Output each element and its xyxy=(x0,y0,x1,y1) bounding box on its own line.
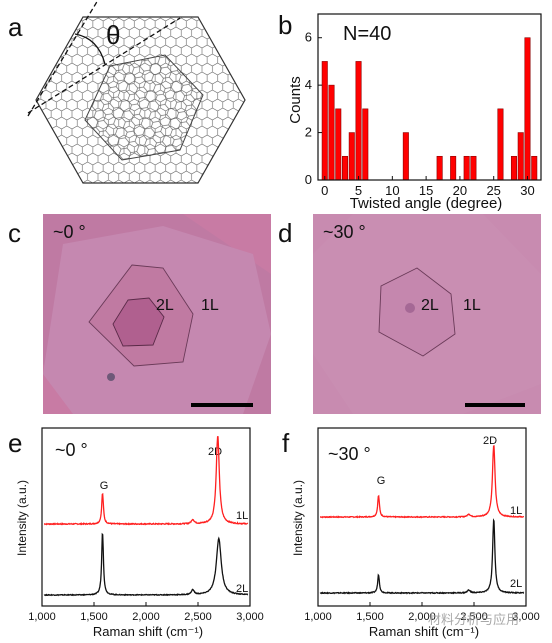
histogram-bar xyxy=(497,108,504,181)
chart-b-xlabel: Twisted angle (degree) xyxy=(350,195,503,212)
chart-f-trace-2L: 2L xyxy=(510,578,522,590)
panel-label-a: a xyxy=(8,12,23,42)
chart-e-trace-2L: 2L xyxy=(236,583,248,595)
theta-symbol: θ xyxy=(106,20,120,50)
micrograph-d-label-1L: 1L xyxy=(463,297,481,314)
panel-label-d: d xyxy=(278,218,293,248)
chart-f-angle: ~30 ° xyxy=(328,444,371,464)
x-tick-label: 10 xyxy=(385,183,399,198)
x-tick-label: 3,000 xyxy=(512,611,540,623)
micrograph-d-1L-hexagon xyxy=(378,267,456,357)
x-tick-label: 15 xyxy=(419,183,433,198)
histogram-bar xyxy=(348,132,355,181)
histogram-bar xyxy=(355,61,362,181)
panel-f-raman: ~30 ° Intensity (a.u.) Raman shift (cm⁻¹… xyxy=(291,427,540,639)
x-tick-label: 1,000 xyxy=(304,611,332,623)
y-tick-label: 2 xyxy=(305,125,312,140)
histogram-bar xyxy=(335,108,342,181)
x-tick-label: 2,000 xyxy=(132,611,160,623)
chart-b-annotation: N=40 xyxy=(343,23,391,45)
raman-trace-2L xyxy=(43,532,249,597)
chart-e-ylabel: Intensity (a.u.) xyxy=(15,480,29,556)
histogram-bar xyxy=(470,155,477,181)
panel-d-micrograph: ~30 ° 2L 1L xyxy=(313,214,541,414)
scale-bar-d xyxy=(465,403,525,407)
chart-e-trace-1L: 1L xyxy=(236,510,248,522)
micrograph-d-angle: ~30 ° xyxy=(323,222,366,242)
micrograph-c-label-1L: 1L xyxy=(201,297,219,314)
histogram-bar xyxy=(342,155,349,181)
x-tick-label: 20 xyxy=(453,183,467,198)
x-tick-label: 1,500 xyxy=(356,611,384,623)
histogram-bar xyxy=(517,132,524,181)
chart-e-angle: ~0 ° xyxy=(55,440,88,460)
chart-f-peak-G: G xyxy=(377,475,386,487)
panel-label-c: c xyxy=(8,218,21,248)
panel-label-e: e xyxy=(8,428,23,458)
micrograph-c-particle xyxy=(107,373,115,381)
micrograph-c-angle: ~0 ° xyxy=(53,222,86,242)
panel-e-raman: ~0 ° Intensity (a.u.) Raman shift (cm⁻¹)… xyxy=(15,427,264,639)
histogram-bar xyxy=(510,155,517,181)
chart-f-ylabel: Intensity (a.u.) xyxy=(291,480,305,556)
raman-trace-2L xyxy=(319,518,525,595)
raman-trace-1L xyxy=(319,445,525,519)
angle-arc xyxy=(74,33,106,65)
panel-c-micrograph: ~0 ° 2L 1L xyxy=(43,214,271,414)
x-tick-label: 0 xyxy=(321,183,328,198)
scale-bar-c xyxy=(191,403,253,407)
small-rotated-hexagon-lattice xyxy=(84,54,204,161)
x-tick-label: 3,000 xyxy=(236,611,264,623)
chart-e-peak-G: G xyxy=(100,480,109,492)
histogram-bar xyxy=(328,84,335,181)
panel-b-histogram: N=40 Counts Twisted angle (degree) 0 5 10 1… xyxy=(287,13,542,212)
micrograph-d-label-2L: 2L xyxy=(421,297,439,314)
watermark: 材料分析与应用 xyxy=(428,612,519,627)
x-tick-label: 30 xyxy=(520,183,534,198)
x-tick-label: 2,500 xyxy=(184,611,212,623)
histogram-bar xyxy=(463,155,470,181)
micrograph-c-2L-hexagon xyxy=(112,297,165,347)
dashed-axis-1 xyxy=(27,0,99,117)
chart-b-ylabel: Counts xyxy=(287,76,304,124)
chart-e-peak-2D: 2D xyxy=(208,446,222,458)
x-tick-label: 5 xyxy=(355,183,362,198)
raman-trace-1L xyxy=(43,436,249,526)
histogram-bar xyxy=(531,155,538,181)
chart-f-xlabel: Raman shift (cm⁻¹) xyxy=(369,624,479,639)
x-tick-label: 2,000 xyxy=(408,611,436,623)
histogram-bar xyxy=(402,132,409,181)
chart-e-xlabel: Raman shift (cm⁻¹) xyxy=(93,624,203,639)
x-tick-label: 1,000 xyxy=(28,611,56,623)
histogram-bar xyxy=(450,155,457,181)
y-tick-label: 0 xyxy=(305,172,312,187)
chart-f-peak-2D: 2D xyxy=(483,435,497,447)
histogram-bar xyxy=(362,108,369,181)
micrograph-c-label-2L: 2L xyxy=(156,297,174,314)
chart-b-frame xyxy=(317,13,542,181)
panel-a-schematic: θ xyxy=(27,0,246,184)
x-tick-label: 1,500 xyxy=(80,611,108,623)
histogram-bar xyxy=(321,61,328,181)
chart-f-trace-1L: 1L xyxy=(510,505,522,517)
histogram-bar xyxy=(524,37,531,181)
x-tick-label: 25 xyxy=(486,183,500,198)
panel-label-f: f xyxy=(282,428,290,458)
dashed-axis-2 xyxy=(27,17,181,114)
y-tick-label: 4 xyxy=(305,77,312,92)
y-tick-label: 6 xyxy=(305,30,312,45)
histogram-bar xyxy=(436,155,443,181)
panel-label-b: b xyxy=(278,10,293,40)
micrograph-d-2L-spot xyxy=(405,303,415,313)
x-tick-label: 2,500 xyxy=(460,611,488,623)
